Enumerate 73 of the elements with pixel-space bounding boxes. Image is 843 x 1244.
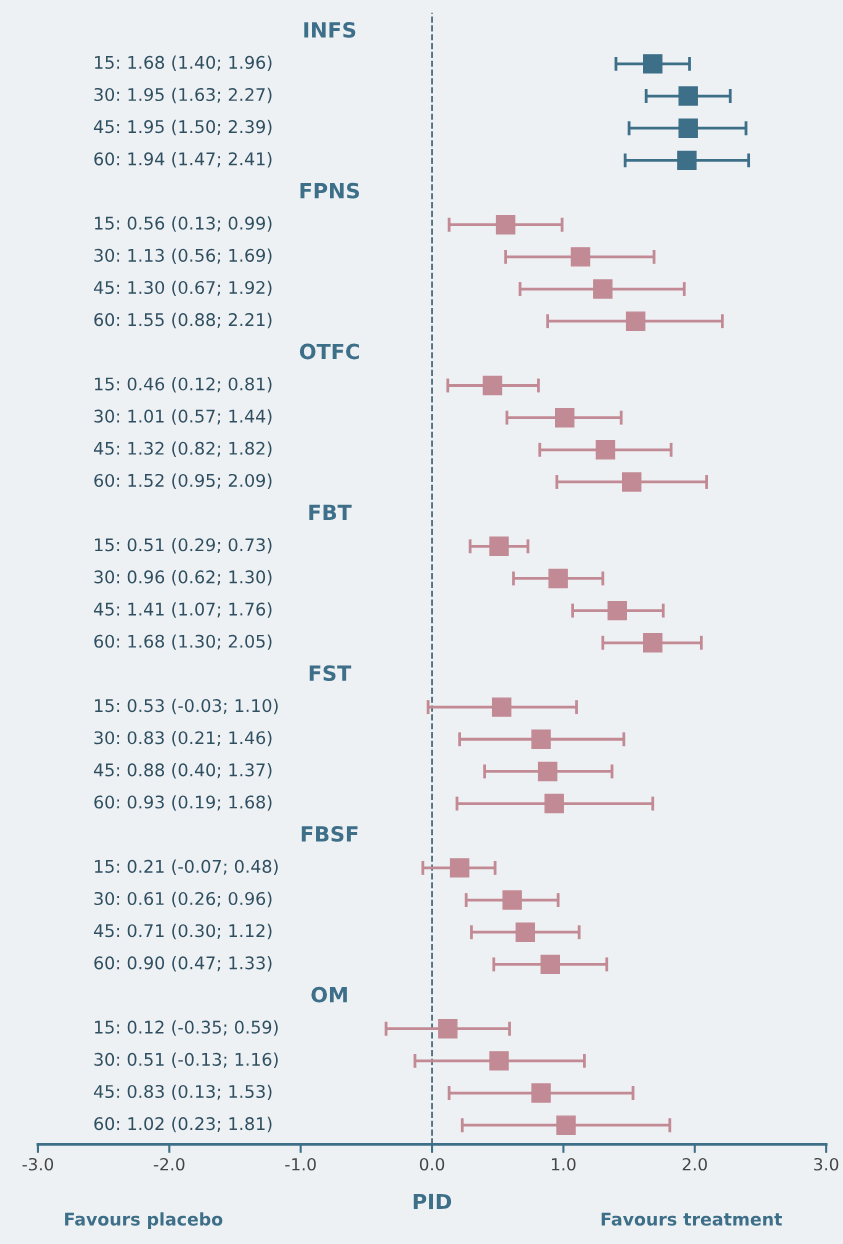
point [495, 214, 516, 235]
x-tick-label: 1.0 [551, 1157, 576, 1171]
point [548, 568, 568, 589]
y-tick-label: FST [309, 665, 352, 681]
point [643, 54, 663, 74]
point [438, 1018, 458, 1039]
x-tick-label: 3.0 [814, 1157, 839, 1171]
y-tick-label: 60: 1.55 (0.88; 2.21) [94, 312, 272, 329]
point [595, 440, 616, 460]
point [515, 922, 536, 942]
point [482, 375, 503, 396]
y-tick-label: FPNS [300, 182, 360, 199]
y-tick-label: 60: 1.52 (0.95; 2.09) [94, 473, 272, 490]
point [643, 633, 663, 653]
y-tick-label: OM [311, 986, 347, 1003]
y-tick-label: 60: 0.90 (0.47; 1.33) [94, 956, 272, 972]
y-tick-label: 30: 1.01 (0.57; 1.44) [94, 409, 272, 425]
point [570, 247, 591, 267]
y-tick-label: 15: 0.56 (0.13; 0.99) [95, 216, 272, 232]
y-tick-label: 15: 0.46 (0.12; 0.81) [95, 377, 272, 393]
y-tick-label: 45: 0.71 (0.30; 1.12) [93, 923, 272, 940]
y-tick-label: 15: 0.51 (0.29; 0.73) [95, 537, 272, 554]
point [678, 86, 698, 106]
point [678, 118, 698, 138]
y-tick-label: INFS [304, 22, 356, 38]
y-tick-label: 15: 0.21 (-0.07; 0.48) [95, 859, 278, 875]
point [593, 279, 613, 299]
y-tick-label: 15: 0.12 (-0.35; 0.59) [95, 1020, 278, 1036]
y-tick-label: 45: 0.83 (0.13; 1.53) [93, 1084, 272, 1101]
y-tick-label: 30: 0.61 (0.26; 0.96) [94, 891, 272, 908]
point [621, 472, 642, 492]
text: Favours treatment [601, 1212, 782, 1226]
x-axis-title: PID [413, 1193, 452, 1210]
y-tick-label: 60: 1.68 (1.30; 2.05) [94, 634, 272, 650]
y-tick-label: OTFC [299, 343, 359, 360]
y-tick-label: 30: 1.13 (0.56; 1.69) [94, 248, 272, 264]
point [489, 536, 509, 557]
y-tick-label: 45: 1.30 (0.67; 1.92) [93, 280, 272, 297]
x-tick-label: -2.0 [153, 1157, 185, 1171]
y-tick-label: 45: 1.32 (0.82; 1.82) [93, 441, 272, 457]
point [556, 1115, 576, 1135]
point [540, 954, 560, 975]
y-tick-label: 15: 1.68 (1.40; 1.96) [95, 55, 272, 71]
y-tick-label: 30: 0.83 (0.21; 1.46) [94, 730, 272, 747]
x-tick-label: 2.0 [682, 1157, 707, 1171]
point [491, 697, 512, 717]
y-tick-label: FBT [309, 504, 352, 520]
y-tick-label: 45: 0.88 (0.40; 1.37) [93, 763, 272, 779]
x-tick-label: -1.0 [285, 1157, 316, 1171]
y-tick-label: 60: 1.94 (1.47; 2.41) [94, 151, 272, 168]
point [677, 150, 697, 171]
point [544, 793, 564, 814]
point [449, 858, 470, 878]
y-tick-label: 45: 1.95 (1.50; 2.39) [93, 119, 272, 136]
point [489, 1051, 509, 1071]
y-tick-label: 30: 0.51 (-0.13; 1.16) [94, 1052, 278, 1068]
y-tick-label: 15: 0.53 (-0.03; 1.10) [95, 698, 278, 715]
x-tick-label: 0.0 [419, 1157, 445, 1171]
y-tick-label: 60: 1.02 (0.23; 1.81) [94, 1116, 272, 1133]
y-tick-label: 30: 1.95 (1.63; 2.27) [94, 87, 272, 104]
x-tick-label: -3.0 [22, 1157, 54, 1171]
point [531, 729, 551, 749]
point [531, 1083, 551, 1103]
y-tick-label: 60: 0.93 (0.19; 1.68) [94, 795, 272, 811]
point [502, 890, 522, 910]
text: Favours placebo [65, 1212, 223, 1230]
y-tick-label: 45: 1.41 (1.07; 1.76) [93, 602, 272, 618]
y-tick-label: 30: 0.96 (0.62; 1.30) [94, 570, 272, 586]
point [607, 600, 627, 621]
point [537, 761, 558, 782]
y-tick-label: FBSF [301, 826, 358, 842]
point [625, 311, 646, 331]
point [554, 407, 575, 428]
